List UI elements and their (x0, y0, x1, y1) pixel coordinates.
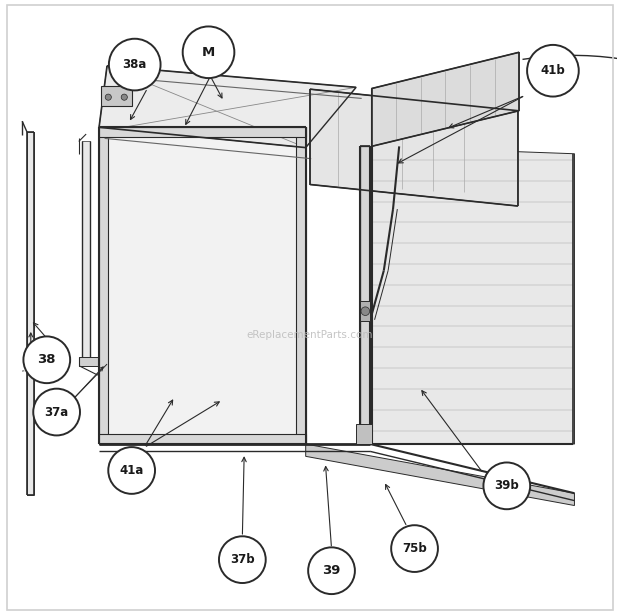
Polygon shape (99, 127, 306, 137)
Circle shape (484, 462, 530, 509)
Polygon shape (99, 127, 108, 444)
Text: 38a: 38a (123, 58, 147, 71)
Polygon shape (99, 434, 306, 444)
Polygon shape (356, 424, 371, 444)
Polygon shape (108, 137, 296, 434)
Polygon shape (371, 52, 519, 146)
Circle shape (108, 447, 155, 494)
Polygon shape (99, 66, 356, 148)
Text: 39: 39 (322, 564, 341, 577)
Circle shape (527, 45, 578, 97)
Text: 38: 38 (38, 353, 56, 367)
Text: 39b: 39b (494, 479, 519, 493)
Polygon shape (310, 89, 518, 206)
Circle shape (121, 94, 127, 100)
Polygon shape (296, 127, 306, 444)
Polygon shape (101, 86, 131, 106)
Text: 37b: 37b (230, 553, 255, 566)
Polygon shape (371, 146, 575, 444)
Circle shape (109, 39, 161, 90)
Circle shape (361, 307, 370, 315)
Text: 75b: 75b (402, 542, 427, 555)
Text: 41a: 41a (120, 464, 144, 477)
Circle shape (24, 336, 70, 383)
Text: M: M (202, 46, 215, 59)
Text: 37a: 37a (45, 405, 69, 419)
Circle shape (391, 525, 438, 572)
Polygon shape (82, 141, 90, 360)
Polygon shape (360, 301, 370, 321)
Circle shape (105, 94, 112, 100)
Polygon shape (360, 146, 370, 444)
Polygon shape (27, 132, 35, 495)
Polygon shape (306, 444, 575, 506)
Circle shape (219, 536, 266, 583)
Text: 41b: 41b (541, 64, 565, 77)
Circle shape (308, 547, 355, 594)
Circle shape (33, 389, 80, 435)
Text: eReplacementParts.com: eReplacementParts.com (247, 330, 373, 340)
Text: e: e (22, 369, 24, 373)
Circle shape (183, 26, 234, 78)
Polygon shape (79, 357, 104, 366)
